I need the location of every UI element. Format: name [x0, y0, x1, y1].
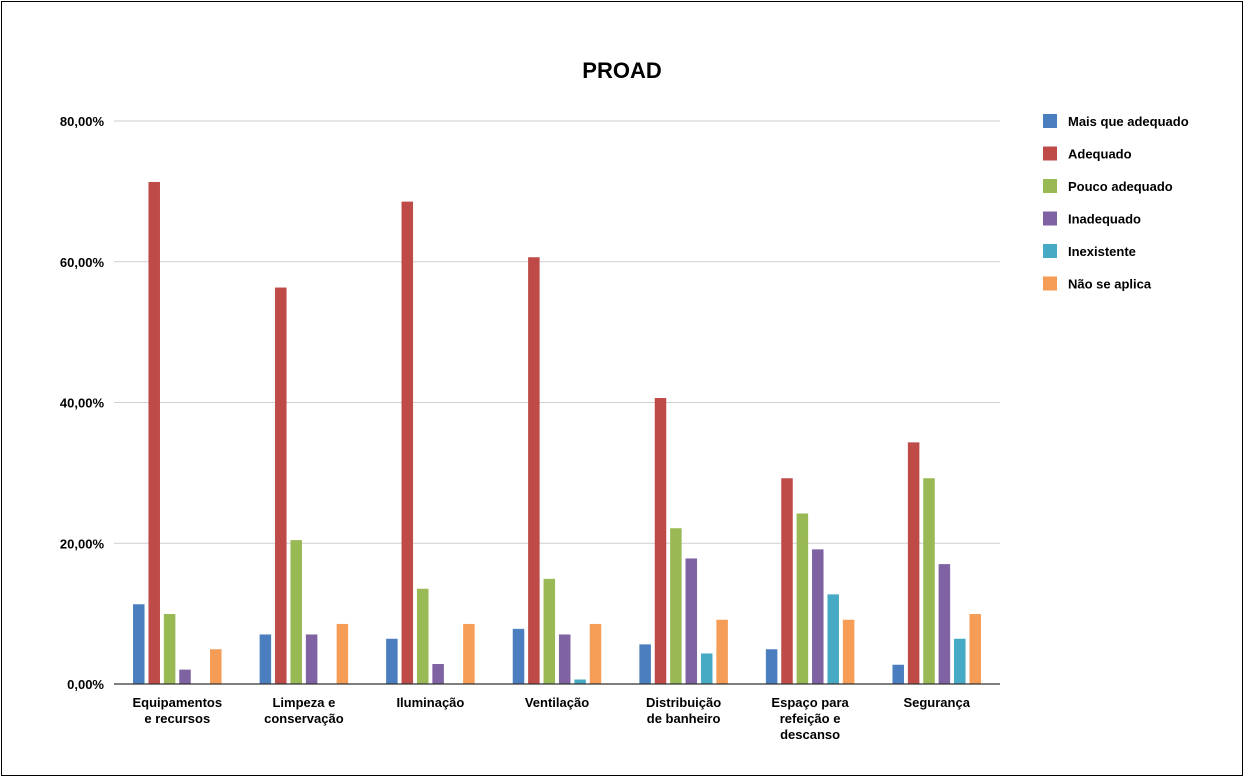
legend-swatch — [1043, 114, 1057, 128]
bar — [543, 578, 556, 685]
legend-swatch — [1043, 146, 1057, 161]
bar — [796, 513, 809, 685]
x-tick-label: descanso — [780, 727, 840, 742]
legend-swatch — [1043, 244, 1057, 258]
y-tick-label: 80,00% — [60, 114, 105, 129]
bars — [133, 181, 981, 685]
bar — [336, 623, 349, 685]
bar — [386, 638, 398, 685]
x-tick-label: Espaço para — [771, 695, 849, 710]
legend-label: Não se aplica — [1068, 277, 1152, 292]
legend-label: Mais que adequado — [1068, 114, 1189, 129]
bar — [275, 287, 287, 685]
legend-swatch — [1043, 179, 1057, 193]
bar — [639, 644, 651, 685]
y-tick-label: 60,00% — [60, 255, 105, 270]
x-tick-label: conservação — [264, 711, 344, 726]
legend-label: Inexistente — [1068, 244, 1136, 259]
bar — [416, 588, 429, 685]
bar — [179, 669, 191, 685]
x-tick-label: Distribuição — [646, 695, 721, 710]
bar — [290, 540, 302, 685]
x-tick-label: Equipamentos — [133, 695, 223, 710]
legend-swatch — [1043, 211, 1057, 226]
bar — [923, 478, 935, 685]
legend-swatch — [1043, 276, 1057, 291]
bar — [670, 528, 682, 685]
bar — [558, 634, 571, 685]
bar — [463, 623, 475, 685]
bar — [842, 619, 855, 685]
bar — [700, 653, 713, 685]
y-axis-ticks: 0,00% 20,00% 40,00% 60,00% 80,00% — [60, 114, 105, 692]
legend: Mais que adequado Adequado Pouco adequado I… — [1043, 114, 1189, 292]
bar — [765, 649, 778, 685]
bar — [969, 614, 981, 685]
bar — [401, 201, 414, 685]
bar — [716, 619, 728, 685]
legend-label: Pouco adequado — [1068, 179, 1173, 194]
bar — [432, 664, 444, 685]
bar — [685, 558, 698, 685]
legend-label: Inadequado — [1068, 212, 1141, 227]
bar — [210, 649, 222, 685]
bar — [827, 594, 839, 685]
x-tick-label: refeição e — [780, 711, 841, 726]
bar — [305, 634, 318, 685]
bar — [907, 442, 920, 685]
bar — [654, 398, 667, 685]
x-tick-label: de banheiro — [647, 711, 721, 726]
y-tick-label: 0,00% — [67, 677, 104, 692]
x-tick-label: Limpeza e — [272, 695, 335, 710]
bar — [133, 604, 145, 685]
bar — [781, 478, 793, 685]
bar — [574, 679, 586, 685]
gridlines — [114, 120, 1000, 544]
x-tick-label: Segurança — [903, 695, 970, 710]
chart-title: PROAD — [582, 58, 661, 83]
bar — [812, 549, 824, 685]
bar — [259, 634, 272, 685]
x-tick-label: Iluminação — [396, 695, 464, 710]
bar — [954, 638, 966, 685]
bar — [892, 664, 904, 685]
bar — [163, 614, 176, 685]
x-tick-label: e recursos — [144, 711, 210, 726]
y-tick-label: 40,00% — [60, 396, 105, 411]
x-tick-label: Ventilação — [525, 695, 589, 710]
legend-label: Adequado — [1068, 147, 1132, 162]
bar — [938, 564, 951, 685]
bar — [512, 628, 525, 685]
bar — [589, 623, 602, 685]
bar — [148, 181, 160, 685]
bar — [528, 257, 540, 685]
y-tick-label: 20,00% — [60, 536, 105, 551]
